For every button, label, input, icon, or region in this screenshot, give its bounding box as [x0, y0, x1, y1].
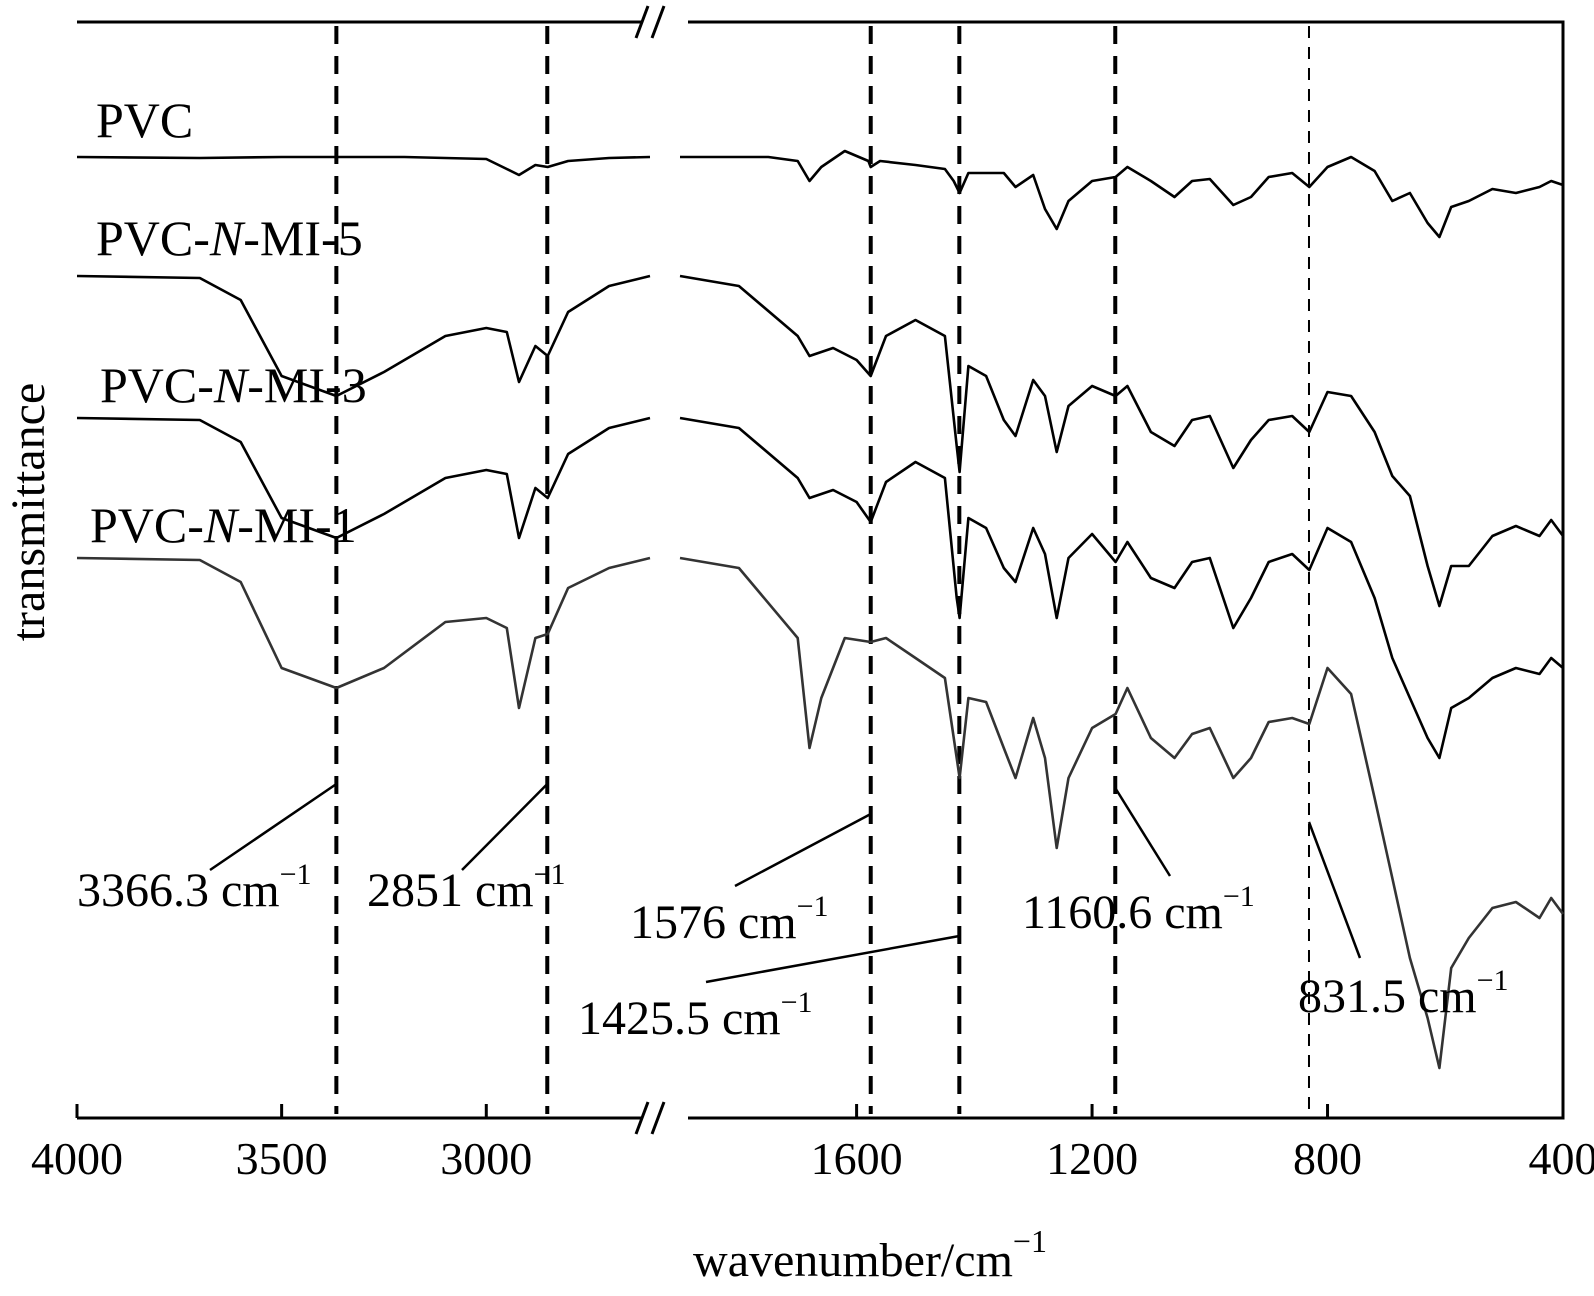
- peak-annotation: 1160.6 cm−1: [1022, 880, 1255, 939]
- annotation-leader: [1307, 821, 1362, 959]
- annotation-leader: [734, 812, 872, 888]
- peak-annotation: 1576 cm−1: [630, 890, 829, 949]
- axes-box: [77, 20, 1565, 1120]
- peak-annotation: 3366.3 cm−1: [77, 858, 312, 917]
- x-tick-label: 4000: [31, 1133, 123, 1184]
- series-line: [679, 556, 1565, 1070]
- axis-break-mark: [650, 5, 666, 39]
- spectra-series: [76, 149, 1565, 1070]
- annotation-leader: [209, 782, 338, 872]
- peak-annotation: 831.5 cm−1: [1298, 964, 1509, 1023]
- series-line: [76, 416, 651, 540]
- x-axis-label-text: wavenumber/cm: [693, 1234, 1013, 1287]
- peak-annotation: 1425.5 cm−1: [578, 986, 813, 1045]
- series-label: PVC-N-MI-3: [100, 357, 367, 413]
- x-tick-label: 3500: [236, 1133, 328, 1184]
- axis-break-mark: [634, 1101, 650, 1135]
- series-line: [76, 155, 651, 177]
- x-axis-ticks: 4000 3500 3000 1600 1200 800 400: [31, 1104, 1594, 1184]
- series-label: PVC: [96, 92, 193, 148]
- axis-break-mark: [634, 5, 650, 39]
- peak-annotations: 3366.3 cm−1 2851 cm−1 1576 cm−1 1425.5 cm−1…: [77, 782, 1509, 1045]
- series-labels: PVC PVC-N-MI-5 PVC-N-MI-3 PVC-N-MI-1: [90, 92, 367, 553]
- axis-break-mark: [650, 1101, 666, 1135]
- plot-frame: [77, 5, 1565, 1135]
- x-tick-label: 1200: [1046, 1133, 1138, 1184]
- peak-annotation: 2851 cm−1: [367, 858, 566, 917]
- x-tick-label: 800: [1293, 1133, 1362, 1184]
- annotation-leader: [705, 934, 960, 984]
- series-line: [679, 416, 1564, 760]
- series-line: [76, 556, 651, 710]
- series-label: PVC-N-MI-5: [96, 210, 363, 266]
- annotation-leader: [461, 783, 549, 871]
- x-tick-label: 1600: [811, 1133, 903, 1184]
- reference-lines: [334, 26, 1310, 1114]
- x-axis-label-sup: −1: [1013, 1223, 1047, 1259]
- series-line: [680, 149, 1564, 239]
- x-tick-label: 400: [1529, 1133, 1594, 1184]
- x-tick-label: 3000: [440, 1133, 532, 1184]
- y-axis-label: transmittance: [2, 383, 55, 642]
- series-label: PVC-N-MI-1: [90, 497, 357, 553]
- series-line: [679, 274, 1565, 608]
- annotation-leader: [1114, 787, 1172, 877]
- x-axis-label: wavenumber/cm−1: [693, 1223, 1047, 1287]
- series-line: [76, 274, 651, 398]
